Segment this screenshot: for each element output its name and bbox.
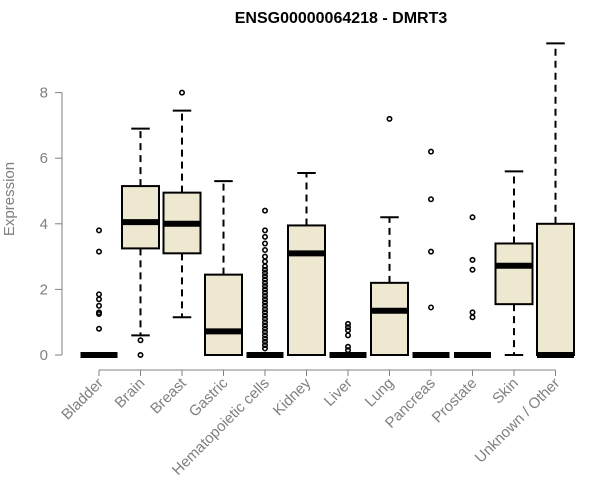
outlier-point xyxy=(261,306,268,313)
outlier-point xyxy=(469,314,476,321)
x-tick-label: Skin xyxy=(489,375,522,408)
outlier-point xyxy=(261,312,268,319)
outlier-point xyxy=(261,207,268,214)
outlier-point xyxy=(386,115,393,122)
iqr-box xyxy=(204,273,243,357)
box-brain xyxy=(121,127,160,358)
iqr-box xyxy=(121,185,160,250)
outlier-point xyxy=(96,291,103,298)
x-tick-label: Breast xyxy=(147,374,190,417)
outlier-point xyxy=(96,325,103,332)
box-hematopoietic-cells xyxy=(246,207,284,358)
outlier-point xyxy=(261,319,268,326)
y-tick-label: 6 xyxy=(40,150,48,167)
outlier-point xyxy=(469,309,476,316)
box-gastric xyxy=(204,180,243,357)
outlier-point xyxy=(344,327,351,334)
outlier-point xyxy=(469,266,476,273)
x-tick-label: Lung xyxy=(362,375,398,411)
chart-title: ENSG00000064218 - DMRT3 xyxy=(235,10,448,27)
outlier-point xyxy=(427,304,434,311)
outlier-point xyxy=(469,214,476,221)
box-unknown-other xyxy=(536,42,575,358)
outlier-point xyxy=(179,89,186,96)
box-bladder xyxy=(80,227,118,358)
outlier-point xyxy=(96,227,103,234)
iqr-box xyxy=(536,222,575,356)
y-axis: 0 2 4 6 8 xyxy=(40,85,63,364)
iqr-box xyxy=(494,242,534,306)
outlier-point xyxy=(261,302,268,309)
outlier-point xyxy=(261,322,268,329)
outlier-point xyxy=(261,247,268,254)
y-axis-label: Expression xyxy=(1,162,18,236)
outlier-point xyxy=(261,329,268,336)
outlier-point xyxy=(261,227,268,234)
outlier-point xyxy=(261,240,268,247)
outlier-point xyxy=(96,302,103,309)
outlier-point xyxy=(261,296,268,303)
plot-area xyxy=(80,42,575,358)
outlier-point xyxy=(261,286,268,293)
outlier-point xyxy=(261,258,268,265)
outlier-point xyxy=(427,148,434,155)
y-tick-label: 4 xyxy=(40,216,48,233)
x-tick-label: Prostate xyxy=(429,375,481,427)
outlier-point xyxy=(344,320,351,327)
outlier-point xyxy=(427,196,434,203)
outlier-point xyxy=(261,289,268,296)
outlier-point xyxy=(261,253,268,260)
outlier-point xyxy=(261,315,268,322)
outlier-point xyxy=(96,248,103,255)
y-tick-label: 8 xyxy=(40,85,48,102)
box-pancreas xyxy=(412,148,450,358)
outlier-point xyxy=(261,325,268,332)
x-tick-label: Kidney xyxy=(270,374,315,419)
outlier-point xyxy=(137,337,144,344)
box-kidney xyxy=(287,171,326,356)
outlier-point xyxy=(261,263,268,270)
outlier-point xyxy=(344,343,351,350)
iqr-box xyxy=(370,281,409,356)
outlier-point xyxy=(261,292,268,299)
outlier-point xyxy=(469,256,476,263)
box-prostate xyxy=(454,214,491,358)
x-tick-label: Brain xyxy=(112,375,149,412)
outlier-point xyxy=(261,299,268,306)
outlier-point xyxy=(261,266,268,273)
iqr-box xyxy=(287,224,326,356)
outlier-point xyxy=(261,338,268,345)
outlier-point xyxy=(261,332,268,339)
outlier-point xyxy=(261,233,268,240)
outlier-point xyxy=(261,342,268,349)
outlier-point xyxy=(344,332,351,339)
y-tick-label: 0 xyxy=(40,347,48,364)
outlier-point xyxy=(261,269,268,276)
outlier-point xyxy=(261,309,268,316)
outlier-point xyxy=(344,324,351,331)
x-tick-label: Liver xyxy=(321,375,356,410)
outlier-point xyxy=(261,279,268,286)
outlier-point xyxy=(96,310,103,317)
outlier-point xyxy=(427,248,434,255)
box-lung xyxy=(370,115,409,356)
box-liver xyxy=(329,320,367,358)
outlier-point xyxy=(96,296,103,303)
outlier-point xyxy=(344,347,351,354)
outlier-point xyxy=(261,273,268,280)
outlier-point xyxy=(261,283,268,290)
outlier-point xyxy=(137,351,144,358)
box-skin xyxy=(494,170,534,356)
box-breast xyxy=(162,89,202,319)
x-tick-label: Bladder xyxy=(58,375,107,424)
outlier-point xyxy=(261,345,268,352)
outlier-point xyxy=(261,335,268,342)
y-tick-label: 2 xyxy=(40,281,48,298)
outlier-point xyxy=(261,276,268,283)
